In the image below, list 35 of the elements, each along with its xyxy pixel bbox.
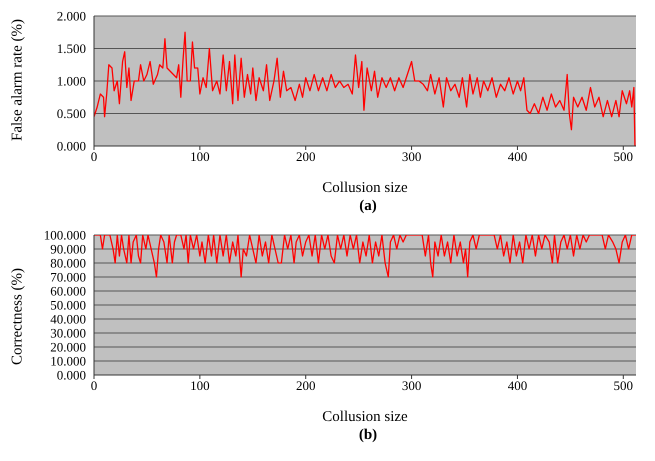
x-tick-label: 400: [508, 378, 528, 394]
y-tick-label: 0.000: [56, 368, 86, 383]
x-tick-label: 200: [296, 378, 316, 394]
y-tick-label: 90.000: [50, 242, 86, 257]
x-tick-label: 100: [190, 149, 210, 164]
y-tick-label: 70.000: [50, 270, 86, 285]
x-tick-label: 0: [90, 149, 98, 164]
x-axis-title: Collusion size: [322, 409, 408, 425]
x-tick-label: 300: [402, 378, 422, 394]
y-tick-label: 30.000: [50, 326, 86, 341]
x-tick-label: 100: [190, 378, 210, 394]
x-axis-title: Collusion size: [322, 180, 408, 196]
y-tick-label: 10.000: [50, 354, 86, 369]
x-tick-label: 400: [508, 149, 528, 164]
y-tick-label: 60.000: [50, 284, 86, 299]
y-tick-label: 40.000: [50, 312, 86, 327]
y-tick-label: 0.500: [56, 106, 86, 122]
x-tick-label: 300: [402, 149, 422, 164]
y-tick-label: 50.000: [50, 298, 86, 313]
y-tick-label: 1.500: [56, 41, 86, 56]
text: (a): [358, 198, 378, 215]
x-tick-label: 500: [614, 378, 634, 394]
y-tick-label: 20.000: [50, 340, 86, 355]
y-tick-label: 80.000: [50, 256, 86, 271]
y-tick-label: 1.000: [56, 74, 86, 89]
x-tick-label: 0: [90, 378, 98, 394]
x-tick-label: 200: [296, 149, 316, 164]
y-tick-label: 2.000: [56, 8, 86, 24]
y-tick-label: 0.000: [56, 138, 86, 154]
y-axis-title: False alarm rate (%): [9, 18, 26, 141]
line-series: [94, 235, 636, 278]
text: (b): [358, 427, 378, 444]
x-tick-label: 500: [614, 149, 634, 164]
y-tick-label: 100.000: [44, 228, 86, 243]
y-axis-title: Correctness (%): [9, 268, 26, 365]
